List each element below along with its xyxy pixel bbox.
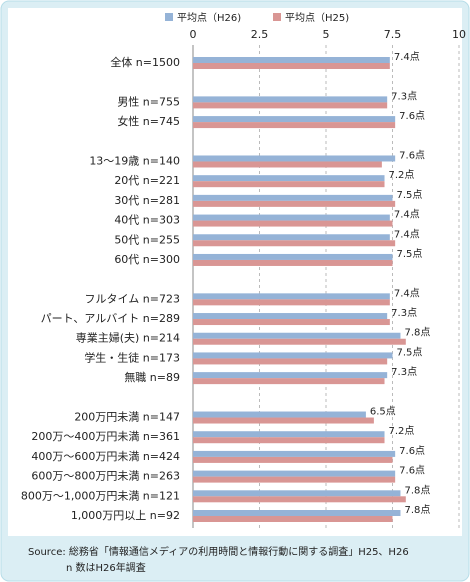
bar	[193, 372, 388, 379]
bar	[193, 332, 401, 339]
legend-label: 平均点（H25)	[285, 12, 349, 24]
y-tick-label: 男性 n=755	[117, 94, 180, 108]
y-tick-label: 800万～1,000万円未満 n=121	[21, 489, 180, 502]
y-tick-label: 女性 n=745	[117, 114, 180, 128]
x-tick-label: 7.5	[384, 28, 402, 41]
bar	[193, 220, 393, 227]
x-tick-label: 10	[452, 28, 466, 41]
panel	[8, 8, 462, 536]
bar	[193, 259, 393, 266]
bar	[193, 299, 390, 306]
y-tick-label: 全体 n=1500	[110, 55, 180, 69]
bar	[193, 63, 390, 69]
bar	[193, 293, 390, 300]
source: Source: 総務省「情報通信メディアの利用時間と情報行動に関する調査」H25…	[28, 545, 409, 558]
value-label: 7.4点	[394, 287, 420, 299]
bar	[193, 155, 396, 162]
value-label: 7.4点	[394, 228, 420, 240]
value-label: 7.5点	[397, 189, 423, 201]
value-label: 7.2点	[389, 169, 415, 181]
y-tick-label: 400万～600万円未満 n=424	[31, 450, 180, 463]
y-tick-label: 50代 n=255	[114, 233, 180, 246]
bar	[193, 417, 374, 424]
legend-swatch	[273, 13, 281, 21]
bar	[193, 456, 393, 463]
x-tick-label: 0	[190, 28, 197, 41]
bar	[193, 200, 396, 207]
y-tick-label: 60代 n=300	[114, 253, 180, 266]
bar	[193, 234, 390, 241]
bar	[193, 490, 401, 497]
y-tick-label: 200万～400万円未満 n=361	[31, 430, 180, 443]
value-label: 6.5点	[370, 406, 396, 418]
bar	[193, 352, 393, 359]
note: n 数はH26年調査	[66, 561, 146, 574]
bar	[193, 378, 385, 385]
bar	[193, 510, 401, 516]
y-tick-label: 1,000万円以上 n=92	[71, 509, 180, 522]
value-label: 7.8点	[404, 327, 430, 339]
x-tick-label: 2.5	[251, 28, 269, 41]
y-tick-label: フルタイム n=723	[85, 292, 180, 305]
bar	[193, 470, 396, 477]
value-label: 7.6点	[399, 149, 425, 161]
bar	[193, 450, 396, 457]
value-label: 7.6点	[399, 445, 425, 457]
y-tick-label: 600万～800万円未満 n=263	[31, 470, 180, 483]
value-label: 7.8点	[404, 484, 430, 496]
legend-label: 平均点（H26)	[177, 12, 241, 24]
bar	[193, 175, 385, 182]
y-tick-label: 40代 n=303	[114, 214, 180, 227]
value-label: 7.5点	[397, 346, 423, 358]
y-tick-label: パート、アルバイト n=289	[41, 312, 180, 325]
bar	[193, 194, 393, 201]
legend-swatch	[165, 13, 173, 21]
bar	[193, 313, 388, 320]
value-label: 7.4点	[394, 51, 420, 63]
y-tick-label: 30代 n=281	[114, 194, 180, 207]
y-tick-label: 200万円未満 n=147	[74, 411, 180, 424]
value-label: 7.4点	[394, 209, 420, 221]
bar	[193, 253, 393, 260]
bar	[193, 411, 366, 418]
bar	[193, 431, 385, 438]
bar	[193, 122, 396, 129]
value-label: 7.3点	[391, 366, 417, 378]
y-tick-label: 学生・生徒 n=173	[84, 350, 180, 364]
bar	[193, 116, 396, 123]
bar	[193, 102, 388, 109]
bar	[193, 437, 385, 444]
bar	[193, 214, 390, 221]
bar	[193, 96, 388, 103]
bar	[193, 516, 393, 522]
bar	[193, 476, 396, 483]
bar	[193, 181, 385, 188]
value-label: 7.6点	[399, 110, 425, 122]
y-tick-label: 20代 n=221	[114, 174, 180, 187]
bar	[193, 338, 406, 345]
value-label: 7.3点	[391, 307, 417, 319]
y-tick-label: 無職 n=89	[124, 370, 180, 384]
y-tick-label: 13～19歳 n=140	[89, 154, 180, 167]
bar	[193, 358, 388, 365]
y-tick-label: 専業主婦(夫) n=214	[76, 331, 180, 345]
value-label: 7.6点	[399, 465, 425, 477]
value-label: 7.3点	[391, 90, 417, 102]
x-tick-label: 5	[323, 28, 330, 41]
value-label: 7.8点	[404, 504, 430, 516]
value-label: 7.5点	[397, 248, 423, 260]
value-label: 7.2点	[389, 425, 415, 437]
bar	[193, 57, 390, 63]
bar	[193, 240, 396, 247]
bar	[193, 496, 406, 503]
bar	[193, 161, 382, 168]
bar	[193, 319, 390, 326]
